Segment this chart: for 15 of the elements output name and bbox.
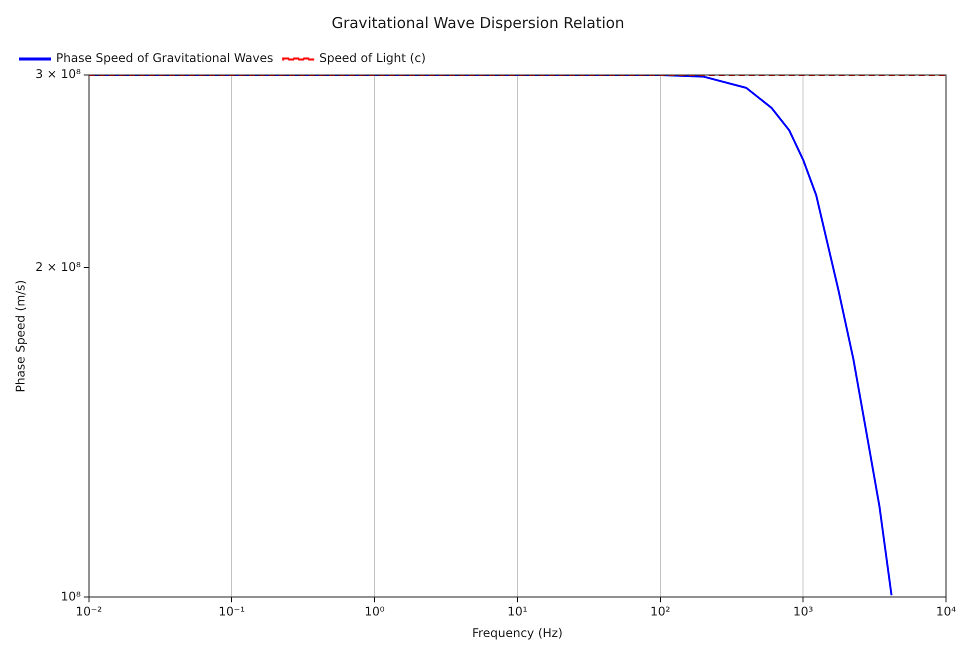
y-tick-label: 2 × 10⁸ [35,260,81,274]
y-tick-label: 10⁸ [60,589,81,604]
x-axis-title: Frequency (Hz) [472,626,563,640]
legend-label: Phase Speed of Gravitational Waves [56,51,274,66]
legend-label: Speed of Light (c) [319,51,426,66]
x-tick-label: 10³ [793,604,814,619]
y-tick-label: 3 × 10⁸ [35,67,81,82]
x-tick-label: 10⁴ [936,604,956,619]
y-axis-title: Phase Speed (m/s) [13,280,28,392]
x-tick-label: 10⁻² [76,604,102,619]
chart-title: Gravitational Wave Dispersion Relation [332,14,624,32]
x-tick-label: 10² [650,604,670,619]
x-tick-label: 10¹ [507,604,528,619]
x-tick-label: 10⁻¹ [218,604,246,619]
x-tick-label: 10⁰ [364,604,385,619]
